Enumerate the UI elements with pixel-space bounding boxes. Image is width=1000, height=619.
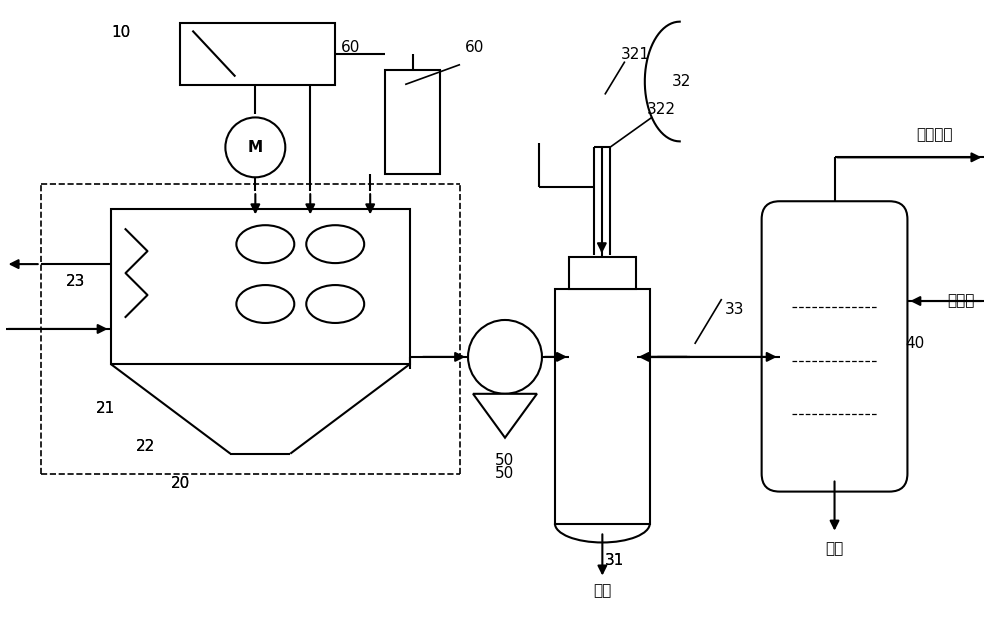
Text: 22: 22: [136, 439, 155, 454]
Text: 31: 31: [605, 553, 625, 568]
Text: 10: 10: [111, 25, 130, 40]
Bar: [180, 23, 335, 85]
Text: 22: 22: [136, 439, 155, 454]
Text: 洗涤水: 洗涤水: [947, 293, 975, 308]
Ellipse shape: [236, 225, 294, 263]
Text: 50: 50: [495, 453, 515, 468]
Text: 60: 60: [465, 40, 485, 55]
Text: 31: 31: [605, 553, 625, 568]
Text: 23: 23: [66, 274, 85, 288]
Bar: [111, 209, 410, 364]
Text: 60: 60: [341, 40, 360, 55]
Text: 20: 20: [171, 476, 190, 491]
Text: 32: 32: [672, 74, 691, 89]
Ellipse shape: [306, 285, 364, 323]
Text: 322: 322: [647, 102, 676, 117]
Text: 10: 10: [111, 25, 130, 40]
Text: M: M: [248, 140, 263, 155]
Circle shape: [468, 320, 542, 394]
Bar: [555, 289, 650, 524]
Text: 33: 33: [725, 301, 744, 316]
Text: 废水: 废水: [825, 541, 844, 556]
Ellipse shape: [306, 225, 364, 263]
Text: 50: 50: [495, 466, 515, 481]
Text: 21: 21: [96, 401, 115, 416]
Ellipse shape: [236, 285, 294, 323]
Text: 20: 20: [171, 476, 190, 491]
Text: 灰渣: 灰渣: [593, 583, 611, 598]
Polygon shape: [473, 394, 537, 438]
Circle shape: [225, 118, 285, 177]
Text: 21: 21: [96, 401, 115, 416]
Text: 321: 321: [620, 47, 649, 62]
Bar: [385, 69, 440, 175]
Text: 23: 23: [66, 274, 85, 288]
Text: 粗合成气: 粗合成气: [916, 127, 953, 142]
Text: 40: 40: [905, 336, 924, 352]
Bar: [569, 257, 636, 289]
FancyBboxPatch shape: [762, 201, 907, 491]
